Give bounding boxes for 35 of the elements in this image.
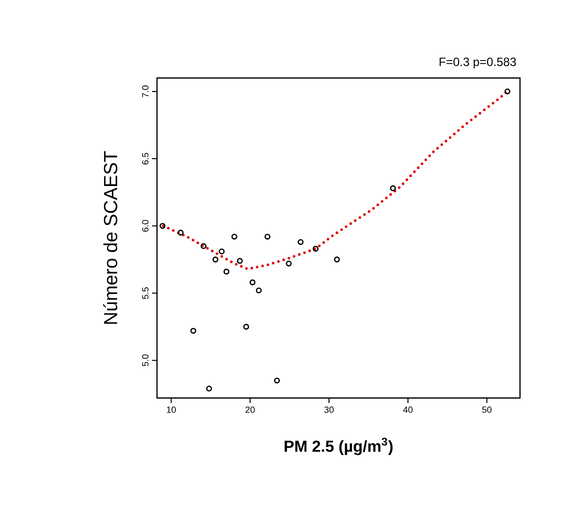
point (298, 239, 304, 245)
point (274, 378, 280, 384)
text: F=0.3 p=0.583 (440, 58, 516, 68)
point (178, 230, 184, 236)
point (200, 243, 207, 250)
point (312, 246, 319, 252)
point (231, 234, 238, 240)
point (212, 256, 218, 262)
y-axis-title: Número de SCAEST (103, 151, 118, 324)
point (218, 248, 225, 254)
point (243, 324, 250, 330)
point (190, 328, 196, 334)
x-axis-title: PM 2.5 (µg/m$^{3}$) (284, 438, 393, 456)
y-tick-label: 6.0 (142, 220, 148, 232)
x-tick-label: 50 (482, 406, 492, 413)
point (223, 268, 230, 275)
y-tick-label: 7.0 (142, 86, 148, 98)
point (390, 185, 396, 192)
x-tick-label: 10 (166, 406, 176, 413)
line-series (162, 90, 509, 270)
y-tick-label: 5.5 (142, 287, 148, 299)
point (504, 88, 510, 94)
point (256, 287, 262, 294)
y-tick-label: 5.0 (142, 354, 148, 366)
x-tick-label: 20 (246, 406, 255, 413)
x-tick-label: 30 (324, 406, 334, 413)
point (286, 260, 292, 266)
point (264, 234, 270, 240)
y-tick-label: 6.5 (142, 152, 148, 164)
point (250, 279, 256, 286)
point (236, 258, 243, 264)
point (206, 386, 212, 392)
point (160, 222, 166, 229)
x-tick-label: 40 (403, 406, 413, 413)
point (334, 256, 340, 262)
